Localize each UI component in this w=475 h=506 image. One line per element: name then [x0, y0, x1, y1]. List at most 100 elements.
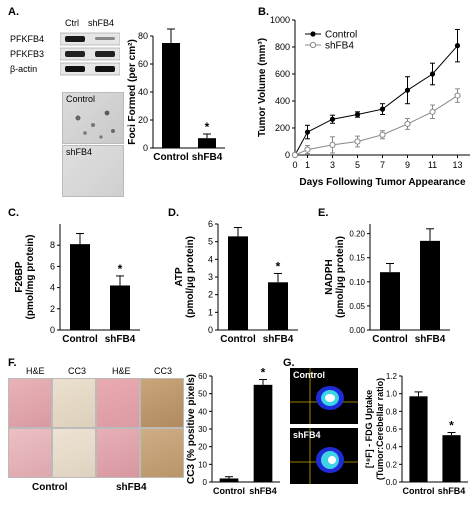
blot-band: [95, 51, 115, 57]
x-tick-label: 1: [305, 160, 310, 170]
y-tick-label: 0.2: [386, 460, 398, 469]
y-tick-label: 1: [208, 307, 213, 317]
y-tick-label: 3: [208, 272, 213, 282]
panel-label-e: E.: [318, 207, 329, 219]
legend-marker: [310, 31, 316, 37]
significance-mark: *: [118, 262, 123, 276]
x-tick-label: 7: [380, 160, 385, 170]
category-label: Control: [62, 334, 98, 345]
y-tick-label: 0: [203, 478, 208, 487]
category-label: shFB4: [263, 334, 294, 345]
blot-strips: [60, 32, 120, 76]
bar: [268, 282, 288, 330]
data-point: [404, 87, 411, 93]
bar: [442, 435, 461, 482]
y-axis-label: (Tumor:Cerebellar ratio): [375, 378, 385, 480]
y-tick-label: 60: [198, 372, 207, 381]
panel-label-d: D.: [168, 207, 179, 219]
pet-images: Control shFB4: [290, 368, 360, 488]
y-tick-label: 0.8: [386, 407, 398, 416]
category-label: shFB4: [415, 334, 446, 345]
x-tick-label: 0: [292, 160, 297, 170]
histology-image: [96, 378, 140, 428]
data-point: [429, 71, 436, 77]
y-tick-label: 40: [138, 87, 148, 97]
blot-lane-label: shFB4: [88, 18, 115, 28]
panel-label-b: B.: [258, 6, 269, 18]
y-tick-label: 5: [208, 237, 213, 247]
y-tick-label: 1.0: [386, 390, 398, 399]
panel-label-f: F.: [8, 357, 17, 369]
y-tick-label: 60: [138, 59, 148, 69]
y-tick-label: 0.6: [386, 425, 398, 434]
blot-protein-label: PFKFB4: [10, 34, 45, 44]
category-label: Control: [403, 486, 435, 496]
y-tick-label: 1000: [270, 15, 290, 25]
y-axis-label: NADPH: [324, 259, 335, 295]
colony-image-shfb4: shFB4: [62, 145, 124, 197]
significance-mark: *: [205, 120, 210, 134]
series-line: [294, 45, 458, 156]
histology-image: [8, 428, 52, 478]
y-tick-label: 0.20: [349, 230, 365, 239]
data-point: [404, 120, 411, 128]
stain-label: CC3: [154, 366, 173, 376]
x-tick-label: 13: [452, 160, 462, 170]
y-axis-label: CC3 (% positive pixels): [186, 374, 197, 484]
x-tick-label: 11: [428, 160, 437, 170]
data-point: [304, 129, 311, 135]
legend-marker: [309, 41, 317, 49]
y-tick-label: 0: [50, 325, 55, 335]
data-point: [379, 131, 386, 138]
legend-label: Control: [325, 30, 357, 41]
y-tick-label: 50: [198, 390, 207, 399]
chart-foci: 0 20 40 60 80 Control * shFB4 Foci Formed (per c…: [127, 28, 225, 163]
significance-mark: *: [276, 259, 281, 273]
y-tick-label: 30: [198, 425, 207, 434]
histology-image: [140, 378, 184, 428]
y-tick-label: 0.10: [349, 278, 365, 287]
pet-label-shfb4: shFB4: [293, 430, 321, 440]
chart-cc3: 0 10 20 30 40 50 60 Control * shFB4 CC3 (% positiv…: [186, 366, 280, 496]
data-point: [329, 141, 336, 148]
category-label: shFB4: [249, 486, 277, 496]
x-tick-label: 5: [355, 160, 360, 170]
blot-band: [65, 51, 85, 57]
blot-lane-label: Ctrl: [65, 18, 79, 28]
image-label: shFB4: [66, 147, 93, 157]
y-axis-label: (pmol/µg protein): [335, 236, 346, 318]
chart-fdg: 0.0 0.2 0.4 0.6 0.8 1.0 1.2 Control * shFB4 [¹⁸F] …: [364, 372, 468, 496]
x-axis-label: Days Following Tumor Appearance: [299, 177, 466, 188]
stain-label: H&E: [112, 366, 131, 376]
y-tick-label: 4: [208, 254, 213, 264]
category-label: Control: [213, 486, 245, 496]
category-label: Control: [372, 334, 408, 345]
significance-mark: *: [261, 366, 266, 380]
blot-band: [65, 36, 85, 42]
bar: [420, 240, 440, 330]
x-tick-label: 3: [330, 160, 335, 170]
y-tick-label: 2: [208, 290, 213, 300]
group-label-shfb4: shFB4: [116, 482, 147, 493]
y-tick-label: 40: [198, 407, 207, 416]
y-axis-label: Tumor Volume (mm³): [257, 38, 268, 137]
y-tick-label: 0.0: [386, 478, 398, 487]
y-axis-label: F26BP: [14, 261, 25, 292]
x-tick-label: 9: [405, 160, 410, 170]
panel-label-c: C.: [8, 207, 19, 219]
bar: [70, 244, 90, 330]
histology-image: [8, 378, 52, 428]
y-axis-label: [¹⁸F] - FDG Uptake: [364, 390, 374, 468]
bar: [253, 384, 273, 482]
group-label-control: Control: [32, 482, 68, 493]
histology-grid: H&E CC3 H&E CC3 Control shFB4: [8, 364, 184, 504]
y-tick-label: 4: [50, 283, 55, 293]
bar: [228, 236, 248, 330]
y-tick-label: 0.05: [349, 302, 365, 311]
western-blot: Ctrl shFB4 PFKFB4 PFKFB3 β-actin: [10, 18, 120, 86]
y-tick-label: 20: [198, 443, 207, 452]
stain-label: H&E: [26, 366, 45, 376]
bar: [162, 43, 180, 148]
y-tick-label: 8: [50, 240, 55, 250]
y-tick-label: 0.15: [349, 254, 365, 263]
